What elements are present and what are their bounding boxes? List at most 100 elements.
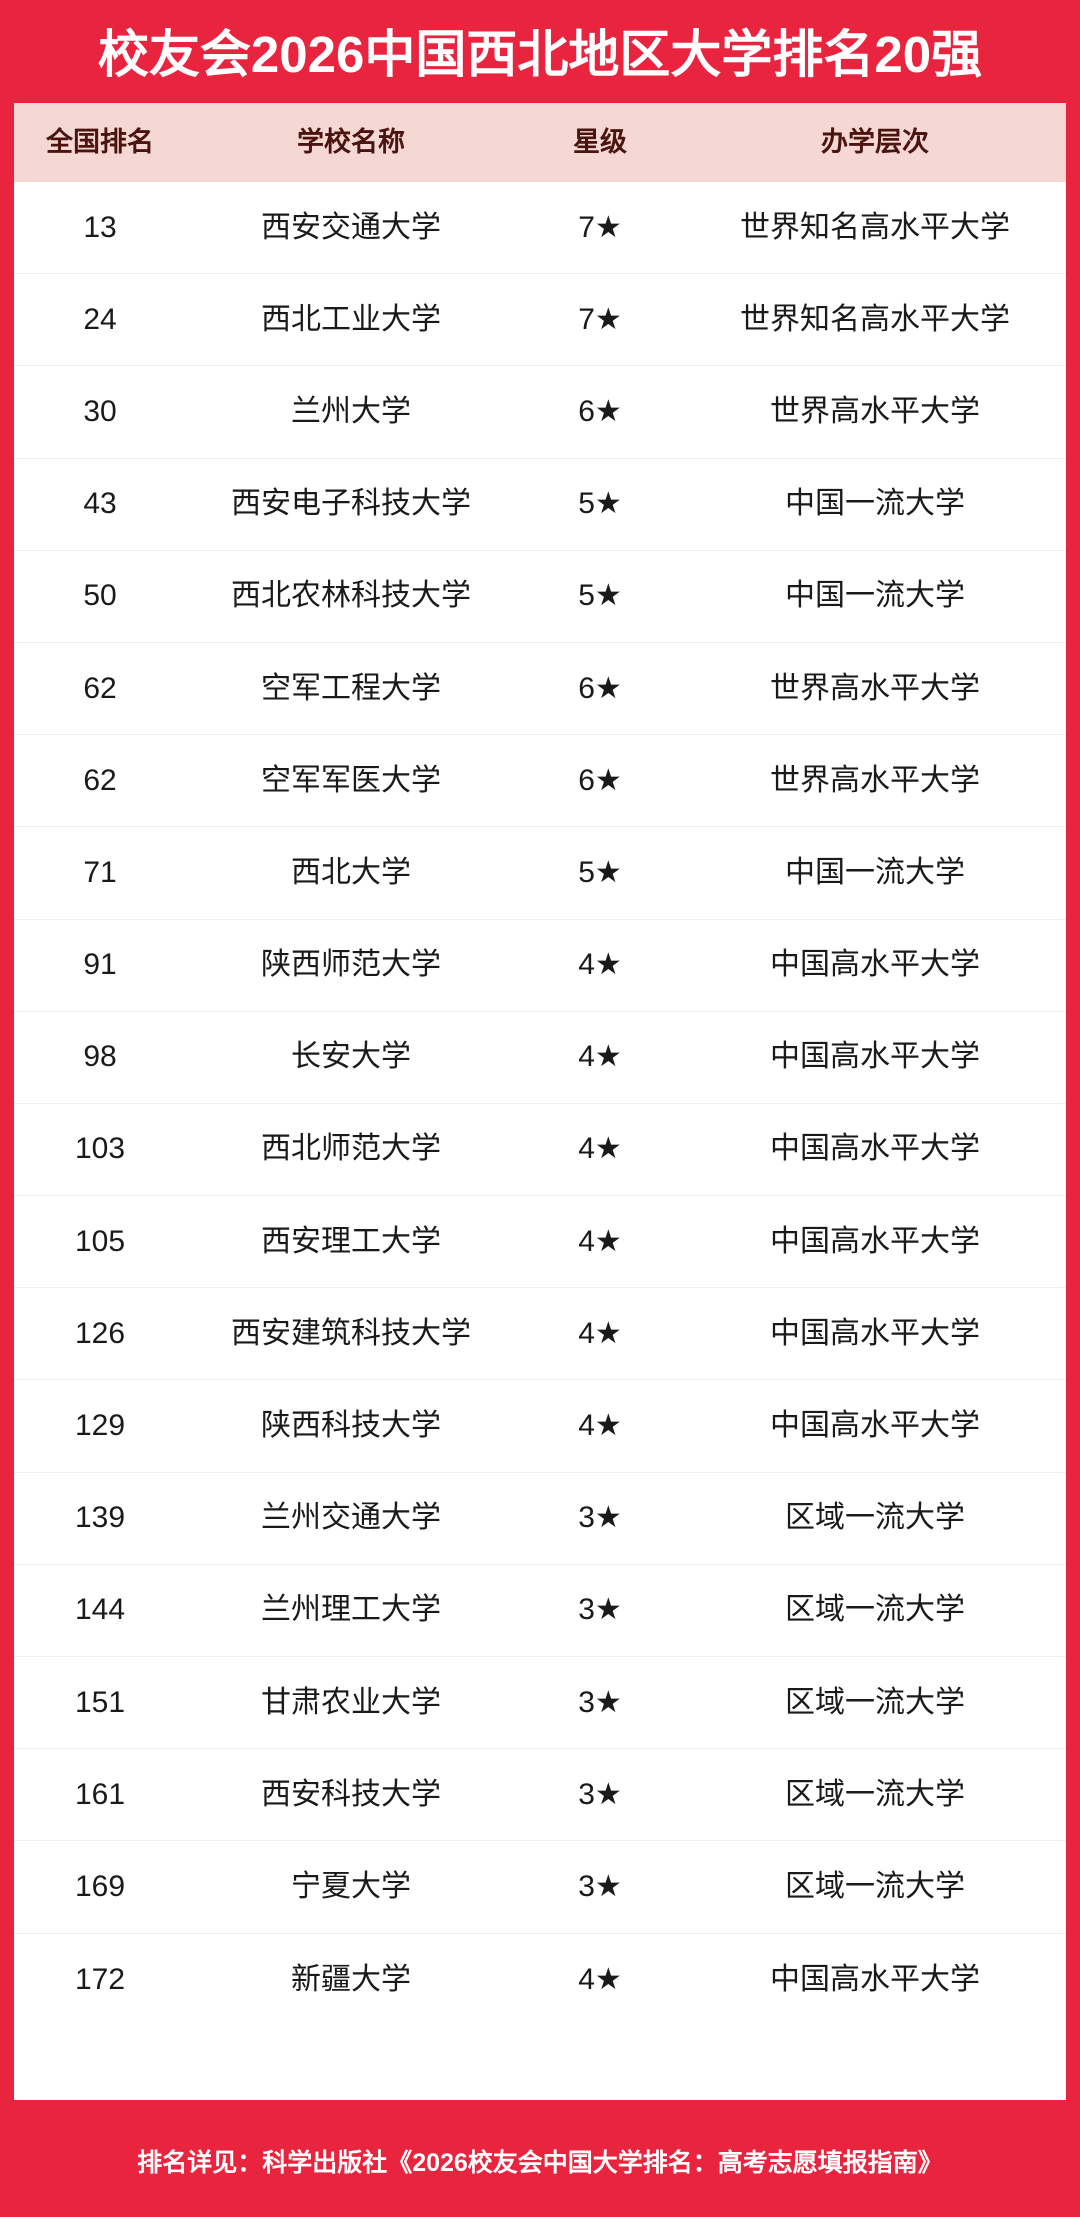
cell-rank: 144 (74, 1593, 126, 1627)
cell-name: 陕西科技大学 (261, 1409, 441, 1443)
cell-rank: 13 (83, 210, 117, 244)
cell-star: 3★ (578, 1685, 622, 1719)
cell-rank: 62 (83, 671, 117, 705)
title-banner: 校友会2026中国西北地区大学排名20强 (8, 8, 1072, 100)
table-row: 129 陕西科技大学 4★ 中国高水平大学 (14, 1380, 1066, 1473)
table-body: 13 西安交通大学 7★ 世界知名高水平大学 24 西北工业大学 7★ 世界知名高水平大学 30… (14, 182, 1066, 2026)
table-row: 62 空军工程大学 6★ 世界高水平大学 (14, 642, 1066, 736)
cell-level: 中国一流大学 (785, 487, 965, 521)
cell-name: 西北师范大学 (261, 1132, 441, 1166)
cell-rank: 103 (74, 1132, 126, 1166)
cell-level: 世界高水平大学 (770, 763, 980, 797)
table-row: 91 陕西师范大学 4★ 中国高水平大学 (14, 919, 1066, 1012)
cell-level: 中国高水平大学 (770, 948, 980, 982)
table-row: 71 西北大学 5★ 中国一流大学 (14, 827, 1066, 920)
cell-name: 西安交通大学 (261, 210, 441, 244)
cell-rank: 62 (83, 763, 117, 797)
footer-banner: 排名详见：科学出版社《2026校友会中国大学排名：高考志愿填报指南》 (0, 2109, 1080, 2217)
table-row: 126 西安建筑科技大学 4★ 中国高水平大学 (14, 1288, 1066, 1381)
page-title: 校友会2026中国西北地区大学排名20强 (97, 25, 983, 83)
cell-star: 6★ (578, 671, 622, 705)
cell-rank: 71 (83, 855, 117, 889)
cell-rank: 126 (74, 1316, 126, 1350)
cell-star: 4★ (578, 1132, 622, 1166)
cell-level: 区域一流大学 (785, 1685, 965, 1719)
cell-rank: 169 (74, 1869, 126, 1903)
cell-level: 世界知名高水平大学 (740, 210, 1010, 244)
table-row: 105 西安理工大学 4★ 中国高水平大学 (14, 1196, 1066, 1289)
cell-star: 4★ (578, 1040, 622, 1074)
footer-note: 排名详见：科学出版社《2026校友会中国大学排名：高考志愿填报指南》 (137, 2148, 943, 2177)
cell-star: 3★ (578, 1593, 622, 1627)
table-row: 24 西北工业大学 7★ 世界知名高水平大学 (14, 274, 1066, 367)
cell-star: 3★ (578, 1501, 622, 1535)
table-row: 30 兰州大学 6★ 世界高水平大学 (14, 366, 1066, 459)
cell-star: 5★ (578, 487, 622, 521)
cell-name: 新疆大学 (291, 1962, 411, 1996)
cell-level: 中国高水平大学 (770, 1040, 980, 1074)
table-row: 13 西安交通大学 7★ 世界知名高水平大学 (14, 182, 1066, 275)
cell-level: 中国高水平大学 (770, 1224, 980, 1258)
cell-level: 世界高水平大学 (770, 394, 980, 428)
cell-rank: 151 (74, 1685, 126, 1719)
cell-rank: 30 (83, 394, 117, 428)
cell-name: 西安电子科技大学 (231, 487, 471, 521)
cell-level: 中国高水平大学 (770, 1316, 980, 1350)
table-row: 50 西北农林科技大学 5★ 中国一流大学 (14, 550, 1066, 643)
cell-star: 4★ (578, 1962, 622, 1996)
column-header-star: 星级 (573, 127, 627, 157)
cell-name: 兰州交通大学 (261, 1501, 441, 1535)
cell-name: 宁夏大学 (291, 1869, 411, 1903)
column-header-rank: 全国排名 (46, 127, 154, 157)
cell-name: 甘肃农业大学 (261, 1685, 441, 1719)
cell-level: 中国高水平大学 (770, 1132, 980, 1166)
table-row: 144 兰州理工大学 3★ 区域一流大学 (14, 1564, 1066, 1657)
cell-name: 西北工业大学 (261, 302, 441, 336)
table-row: 161 西安科技大学 3★ 区域一流大学 (14, 1749, 1066, 1842)
cell-name: 空军军医大学 (261, 763, 441, 797)
cell-rank: 91 (83, 948, 117, 982)
cell-rank: 50 (83, 579, 117, 613)
cell-star: 7★ (578, 210, 622, 244)
table-row: 151 甘肃农业大学 3★ 区域一流大学 (14, 1657, 1066, 1750)
cell-star: 5★ (578, 579, 622, 613)
cell-star: 5★ (578, 855, 622, 889)
cell-level: 中国高水平大学 (770, 1962, 980, 1996)
cell-name: 西北农林科技大学 (231, 579, 471, 613)
cell-name: 西安建筑科技大学 (231, 1316, 471, 1350)
cell-rank: 43 (83, 487, 117, 521)
cell-name: 长安大学 (291, 1040, 411, 1074)
table-row: 98 长安大学 4★ 中国高水平大学 (14, 1011, 1066, 1104)
cell-star: 4★ (578, 948, 622, 982)
cell-star: 6★ (578, 394, 622, 428)
table-row: 169 宁夏大学 3★ 区域一流大学 (14, 1841, 1066, 1934)
cell-star: 3★ (578, 1777, 622, 1811)
cell-level: 区域一流大学 (785, 1593, 965, 1627)
table-row: 172 新疆大学 4★ 中国高水平大学 (14, 1933, 1066, 2026)
cell-level: 区域一流大学 (785, 1501, 965, 1535)
table-row: 62 空军军医大学 6★ 世界高水平大学 (14, 735, 1066, 828)
cell-star: 6★ (578, 763, 622, 797)
cell-rank: 172 (74, 1962, 126, 1996)
cell-level: 区域一流大学 (785, 1869, 965, 1903)
cell-star: 3★ (578, 1869, 622, 1903)
cell-name: 兰州大学 (291, 394, 411, 428)
cell-name: 兰州理工大学 (261, 1593, 441, 1627)
column-header-level: 办学层次 (821, 127, 929, 157)
table-header-row: 全国排名 学校名称 星级 办学层次 (14, 103, 1066, 182)
cell-name: 西安科技大学 (261, 1777, 441, 1811)
cell-rank: 24 (83, 302, 117, 336)
cell-star: 4★ (578, 1316, 622, 1350)
cell-rank: 139 (74, 1501, 126, 1535)
cell-level: 中国一流大学 (785, 579, 965, 613)
cell-star: 4★ (578, 1409, 622, 1443)
cell-rank: 98 (83, 1040, 117, 1074)
cell-name: 空军工程大学 (261, 671, 441, 705)
column-header-name: 学校名称 (297, 127, 405, 157)
cell-star: 7★ (578, 302, 622, 336)
cell-star: 4★ (578, 1224, 622, 1258)
cell-name: 陕西师范大学 (261, 948, 441, 982)
cell-name: 西安理工大学 (261, 1224, 441, 1258)
table-row: 103 西北师范大学 4★ 中国高水平大学 (14, 1103, 1066, 1197)
